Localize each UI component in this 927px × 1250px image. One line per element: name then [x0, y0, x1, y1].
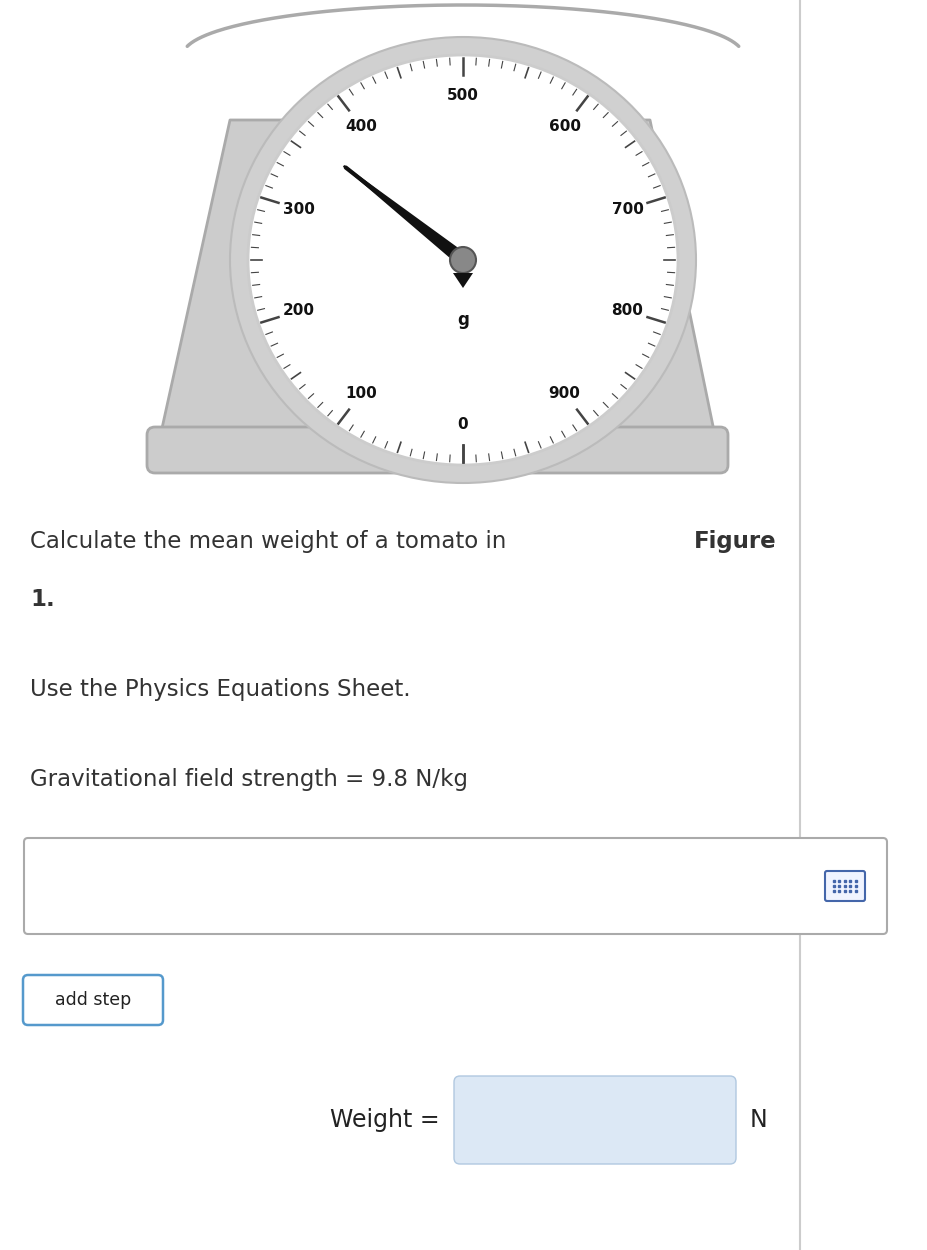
- Ellipse shape: [248, 55, 678, 465]
- FancyBboxPatch shape: [147, 428, 728, 472]
- Text: 1.: 1.: [30, 588, 55, 611]
- Text: Calculate the mean weight of a tomato in: Calculate the mean weight of a tomato in: [30, 530, 514, 552]
- Text: 700: 700: [612, 201, 643, 216]
- Text: 100: 100: [346, 386, 377, 401]
- Polygon shape: [155, 120, 720, 460]
- Text: add step: add step: [55, 991, 131, 1009]
- FancyBboxPatch shape: [825, 871, 865, 901]
- Text: 400: 400: [346, 119, 377, 134]
- Text: 0: 0: [458, 418, 468, 432]
- Text: Gravitational field strength = 9.8 N/kg: Gravitational field strength = 9.8 N/kg: [30, 768, 468, 791]
- Polygon shape: [343, 165, 470, 265]
- Ellipse shape: [230, 38, 696, 482]
- Text: N: N: [750, 1108, 768, 1132]
- FancyBboxPatch shape: [454, 1076, 736, 1164]
- Text: 500: 500: [447, 88, 479, 103]
- Text: 300: 300: [283, 201, 314, 216]
- Text: Use the Physics Equations Sheet.: Use the Physics Equations Sheet.: [30, 678, 411, 701]
- Polygon shape: [453, 272, 473, 288]
- Text: 900: 900: [549, 386, 580, 401]
- FancyBboxPatch shape: [23, 975, 163, 1025]
- FancyBboxPatch shape: [392, 94, 488, 128]
- Text: 800: 800: [612, 304, 643, 319]
- Text: Weight =: Weight =: [330, 1108, 447, 1132]
- FancyBboxPatch shape: [24, 838, 887, 934]
- Text: Figure: Figure: [694, 530, 777, 552]
- Circle shape: [450, 248, 476, 272]
- Text: g: g: [457, 311, 469, 329]
- Text: 200: 200: [283, 304, 314, 319]
- Text: 600: 600: [549, 119, 580, 134]
